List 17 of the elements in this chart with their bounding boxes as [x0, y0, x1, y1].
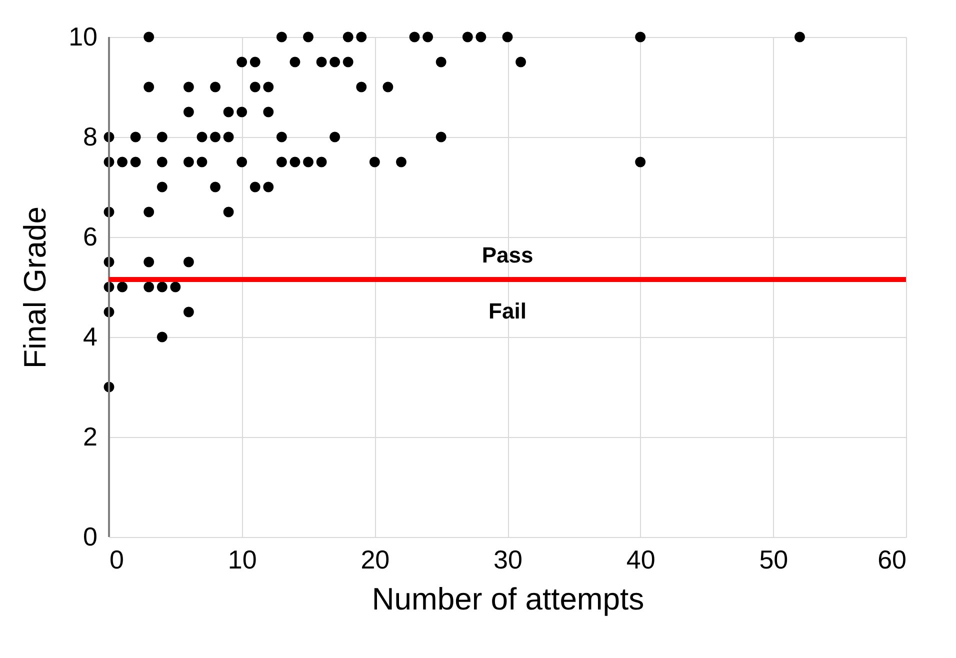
y-tick-label: 2 — [83, 422, 98, 452]
annotation: Fail — [488, 298, 526, 324]
y-tick-label: 8 — [83, 122, 98, 152]
y-tick-label: 6 — [83, 222, 98, 252]
y-tick-label: 10 — [68, 22, 98, 52]
x-tick-label: 20 — [360, 544, 390, 574]
x-tick-label: 30 — [494, 544, 522, 574]
x-tick-label: 10 — [228, 544, 257, 574]
y-axis-title: Final Grade — [18, 206, 53, 368]
x-axis-title: Number of attempts — [372, 582, 644, 616]
x-tick-label: 40 — [626, 544, 656, 574]
x-tick-label: 0 — [110, 544, 124, 574]
x-tick-label: 60 — [878, 544, 906, 574]
y-tick-label: 0 — [83, 522, 98, 552]
y-tick-label: 4 — [83, 322, 98, 352]
annotation: Pass — [482, 242, 534, 268]
x-tick-label: 50 — [759, 544, 788, 574]
